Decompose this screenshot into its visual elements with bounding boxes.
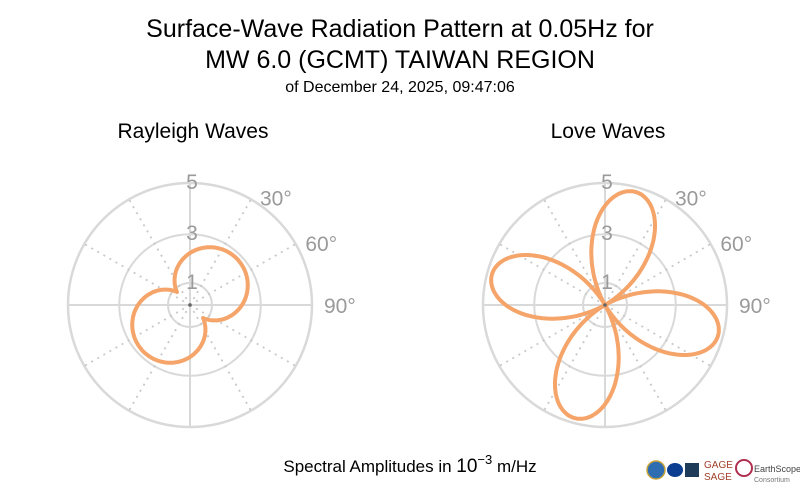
gage-logo-text: GAGE	[704, 460, 733, 471]
caption-exponent: −3	[477, 452, 492, 467]
angle-tick-label: 60°	[305, 233, 337, 256]
caption-unit: m/Hz	[492, 457, 536, 476]
polar-plot-rayleigh: 1 3 5 30° 60° 90°	[66, 171, 356, 429]
title-line-1: Surface-Wave Radiation Pattern at 0.05Hz…	[146, 15, 654, 43]
radiation-pattern-curve	[130, 245, 250, 365]
caption-base: 10	[456, 456, 477, 477]
grid-spoke-dotted	[604, 198, 667, 306]
angle-tick-label: 90°	[739, 295, 771, 318]
grid-spoke-dotted	[604, 304, 712, 367]
grid-spoke-dotted	[128, 304, 191, 412]
radial-tick-label: 3	[186, 222, 198, 245]
panel-title-rayleigh: Rayleigh Waves	[118, 120, 269, 143]
grid-spoke-dotted	[543, 304, 606, 412]
angle-tick-label: 30°	[675, 188, 707, 211]
consortium-logo-text: Consortium	[754, 477, 790, 484]
angle-tick-label: 90°	[324, 295, 356, 318]
earthscope-logo	[735, 459, 753, 477]
grid-spoke-dotted	[189, 243, 297, 306]
amplitude-caption: Spectral Amplitudes in 10−3 m/Hz	[283, 452, 536, 477]
radial-tick-label: 5	[186, 171, 198, 194]
usgs-logo	[685, 463, 699, 477]
angle-tick-label: 30°	[260, 188, 292, 211]
radial-tick-label: 1	[186, 271, 198, 294]
title-line-2: MW 6.0 (GCMT) TAIWAN REGION	[205, 46, 595, 74]
nasa-logo	[667, 463, 683, 477]
radial-tick-label: 1	[601, 271, 613, 294]
center-point	[188, 303, 192, 307]
subtitle: of December 24, 2025, 09:47:06	[285, 79, 515, 96]
panel-title-love: Love Waves	[551, 120, 666, 143]
radial-tick-label: 3	[601, 222, 613, 245]
nsf-logo	[646, 460, 666, 480]
caption-prefix: Spectral Amplitudes in	[283, 457, 456, 476]
polar-plot-love: 1 3 5 30° 60° 90°	[481, 171, 771, 429]
grid-spoke-dotted	[189, 198, 252, 306]
angle-tick-label: 60°	[720, 233, 752, 256]
center-point	[603, 303, 607, 307]
earthscope-logo-text: EarthScope	[754, 464, 800, 474]
radial-tick-label: 5	[601, 171, 613, 194]
sage-logo-text: SAGE	[704, 472, 732, 483]
grid-spoke-dotted	[498, 243, 606, 306]
logo-strip: GAGE SAGE EarthScope Consortium	[646, 459, 800, 484]
grid-spoke-dotted	[83, 304, 191, 367]
